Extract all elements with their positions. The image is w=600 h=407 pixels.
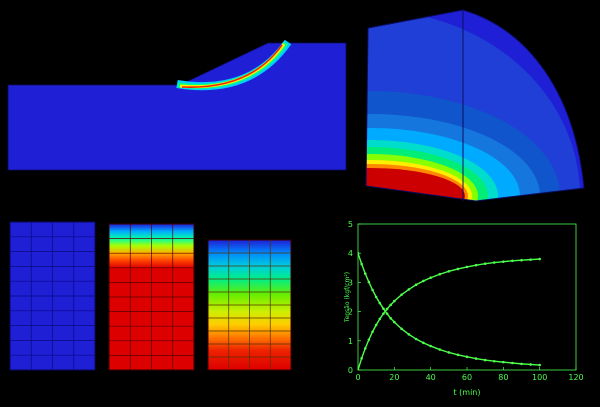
data-point bbox=[400, 293, 403, 296]
data-point bbox=[393, 320, 396, 324]
y-tick-label: 5 bbox=[348, 220, 353, 229]
x-tick-label: 100 bbox=[532, 373, 547, 382]
y-tick-label: 4 bbox=[348, 249, 353, 258]
data-point bbox=[378, 317, 382, 321]
series-line-2 bbox=[358, 252, 540, 366]
data-point bbox=[520, 258, 523, 262]
data-point bbox=[492, 359, 496, 363]
data-point bbox=[360, 357, 363, 360]
data-point bbox=[367, 280, 371, 284]
data-point bbox=[529, 363, 532, 366]
data-point bbox=[447, 351, 451, 354]
data-point bbox=[447, 270, 451, 273]
data-point bbox=[385, 312, 389, 315]
data-point bbox=[538, 257, 541, 261]
x-tick-label: 60 bbox=[462, 373, 472, 382]
mesh-panel-middle bbox=[108, 223, 195, 371]
data-point bbox=[358, 251, 360, 255]
x-tick-label: 80 bbox=[498, 373, 508, 382]
data-point bbox=[389, 303, 393, 307]
y-tick-label: 1 bbox=[348, 337, 353, 346]
x-tick-label: 40 bbox=[426, 373, 436, 382]
data-point bbox=[363, 347, 367, 350]
series-line-1 bbox=[358, 258, 540, 370]
data-point bbox=[382, 312, 385, 315]
data-point bbox=[502, 360, 505, 364]
stress-time-chart: 0 20 40 60 80 100 120 0 1 2 3 4 5 t (min) Tensão (kg… bbox=[344, 220, 584, 397]
data-point bbox=[474, 357, 478, 360]
mesh-panel-right bbox=[207, 239, 292, 371]
data-point bbox=[371, 288, 374, 292]
data-point bbox=[483, 358, 487, 362]
data-point bbox=[429, 344, 432, 348]
data-point bbox=[371, 330, 374, 334]
data-point bbox=[393, 299, 396, 303]
data-point bbox=[511, 259, 514, 263]
data-point bbox=[414, 337, 418, 341]
data-point bbox=[422, 279, 425, 283]
data-point bbox=[429, 276, 432, 280]
y-tick-label: 2 bbox=[348, 308, 353, 317]
data-point bbox=[502, 260, 505, 263]
data-point bbox=[414, 283, 418, 287]
data-point bbox=[407, 333, 411, 336]
x-tick-label: 0 bbox=[355, 373, 360, 382]
data-point bbox=[374, 295, 378, 299]
data-point bbox=[456, 353, 460, 357]
data-point bbox=[422, 341, 425, 345]
data-point bbox=[529, 258, 532, 261]
data-point bbox=[385, 307, 389, 311]
data-point bbox=[511, 361, 514, 365]
data-point bbox=[456, 267, 460, 271]
data-point bbox=[367, 338, 371, 341]
data-point bbox=[363, 272, 367, 275]
y-axis-label: Tensão (kgf/cm²) bbox=[344, 272, 351, 323]
data-point bbox=[474, 263, 478, 267]
data-point bbox=[465, 355, 469, 359]
data-point bbox=[520, 362, 523, 366]
x-axis-label: t (min) bbox=[453, 388, 480, 397]
data-point bbox=[438, 272, 442, 276]
y-tick-label: 3 bbox=[348, 278, 353, 287]
data-point bbox=[358, 368, 360, 370]
data-point bbox=[407, 288, 411, 291]
data-point bbox=[465, 265, 469, 269]
y-tick-label: 0 bbox=[348, 366, 353, 375]
data-point bbox=[492, 261, 496, 264]
x-tick-label: 120 bbox=[568, 373, 583, 382]
data-point bbox=[374, 323, 378, 327]
data-point bbox=[360, 262, 363, 266]
mesh-panel-left bbox=[9, 221, 96, 371]
data-point bbox=[400, 327, 403, 331]
plot-frame bbox=[357, 223, 577, 371]
data-point bbox=[389, 317, 393, 320]
data-point bbox=[382, 307, 385, 310]
x-tick-label: 20 bbox=[389, 373, 399, 382]
data-point bbox=[378, 301, 382, 305]
slope-model-panel bbox=[7, 39, 347, 171]
data-point bbox=[538, 363, 541, 367]
data-point bbox=[438, 348, 442, 351]
data-point bbox=[483, 262, 487, 266]
